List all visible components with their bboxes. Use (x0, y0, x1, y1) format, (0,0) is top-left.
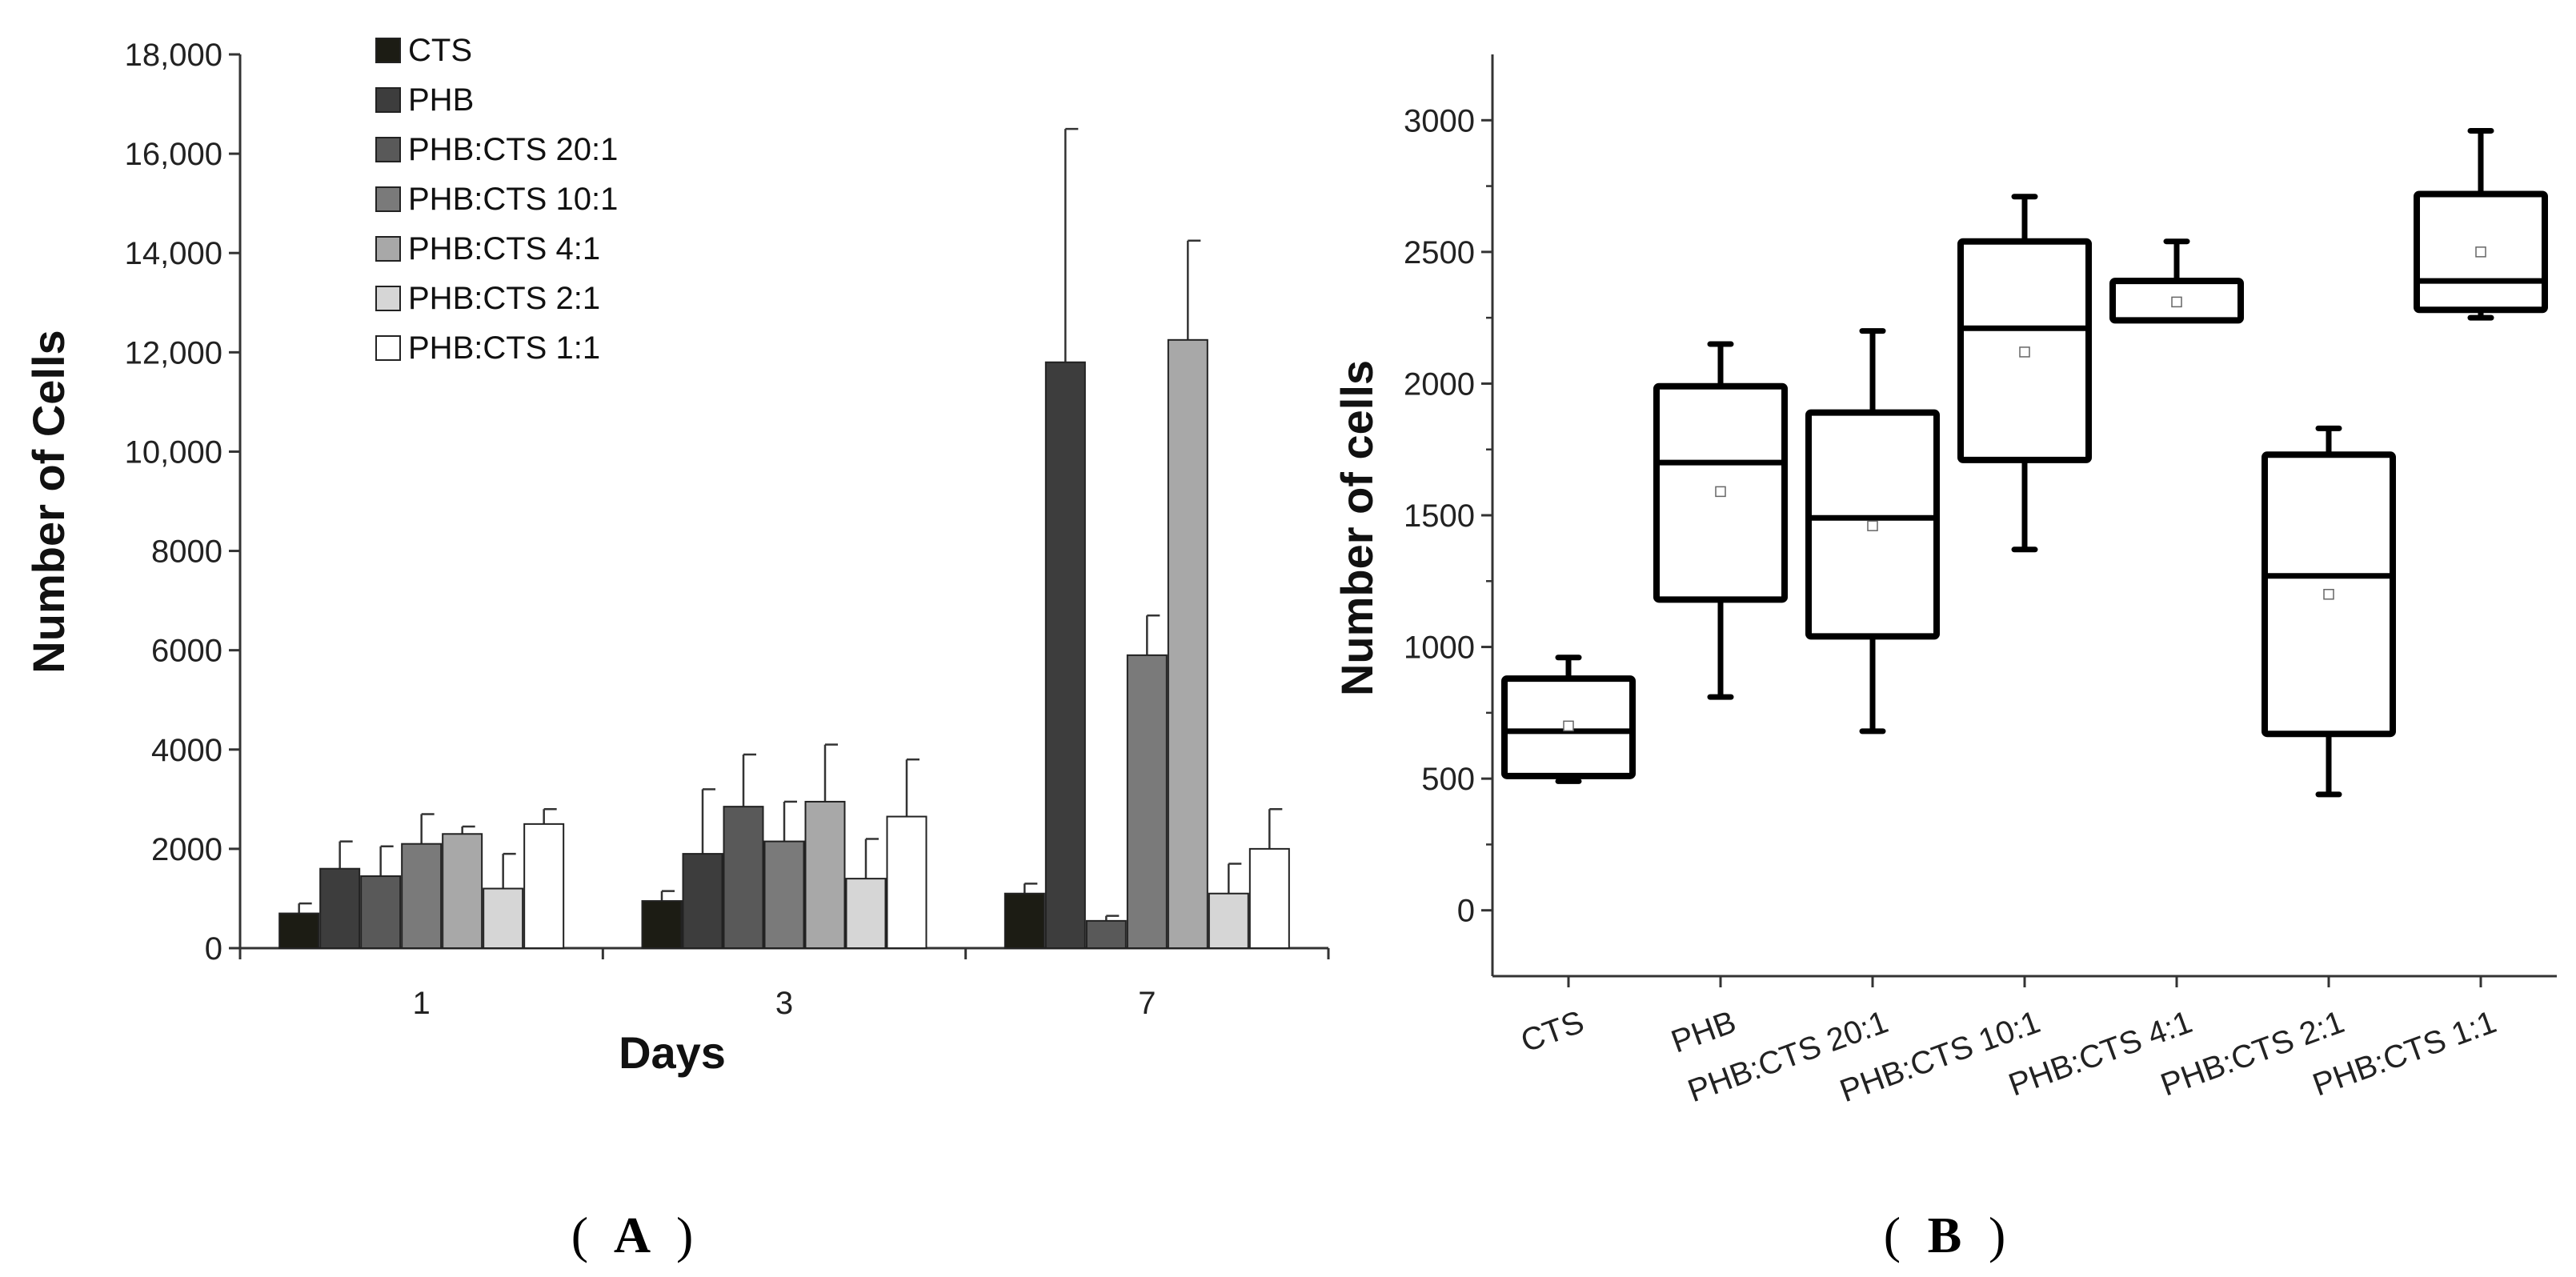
svg-text:(: ( (1884, 1207, 1901, 1263)
legend-label: CTS (408, 33, 472, 68)
mean-marker (2323, 588, 2334, 600)
y-tick-label-a: 6000 (151, 634, 222, 669)
mean-marker (2475, 246, 2486, 258)
legend-label: PHB:CTS 4:1 (408, 231, 600, 266)
bar (1248, 847, 1290, 950)
legend-swatch (375, 137, 401, 162)
legend-swatch (375, 335, 401, 361)
y-ticks-a: 0 2000 4000 6000 8000 10,000 12,000 14,000 16,00… (125, 38, 240, 967)
bar (278, 912, 320, 950)
legend-swatch (375, 38, 401, 63)
y-tick-label-b: 1500 (1404, 498, 1475, 534)
bar (1208, 892, 1249, 949)
bar (319, 867, 361, 949)
legend-label: PHB (408, 82, 474, 118)
bar (360, 875, 402, 949)
bar (845, 878, 887, 949)
mean-marker (1715, 486, 1726, 498)
mean-marker (1867, 520, 1878, 531)
bar (804, 800, 846, 949)
y-tick-label-b: 0 (1457, 894, 1475, 929)
y-tick-label-a: 12,000 (125, 335, 222, 370)
bar (401, 843, 443, 950)
y-tick-label-a: 18,000 (125, 38, 222, 73)
x-ticks-a: 1 3 7 (238, 948, 1330, 1021)
x-tick-label-a: 1 (413, 986, 431, 1021)
mean-marker (1563, 720, 1574, 732)
y-axis-title-b: Number of cells (1332, 360, 1382, 696)
legend-label: PHB:CTS 20:1 (408, 132, 618, 167)
legend-a: CTS PHB PHB:CTS 20:1 PHB:CTS 10:1 PHB:CTS 4:… (375, 33, 618, 366)
y-tick-label-a: 8000 (151, 534, 222, 570)
y-tick-label-b: 500 (1421, 762, 1475, 797)
bar (763, 840, 805, 950)
svg-text:A: A (614, 1207, 651, 1263)
bars-a (278, 127, 1290, 950)
bar (723, 806, 764, 949)
y-ticks-b: 0 500 1000 1500 2000 2500 3000 (1404, 103, 1492, 929)
x-tick-label-b: PHB (1667, 1004, 1741, 1059)
legend-label: PHB:CTS 2:1 (408, 281, 600, 316)
bar-chart-panel-a: 0 2000 4000 6000 8000 10,000 12,000 14,000 16,00… (23, 33, 1330, 1263)
y-tick-label-a: 2000 (151, 832, 222, 867)
bar (682, 853, 723, 950)
svg-text:(: ( (571, 1207, 588, 1263)
legend-swatch (375, 186, 401, 212)
bar (1004, 892, 1045, 949)
legend-label: PHB:CTS 1:1 (408, 330, 600, 366)
y-tick-label-b: 3000 (1404, 103, 1475, 138)
bar (1085, 919, 1127, 949)
y-tick-label-b: 2000 (1404, 366, 1475, 402)
mean-marker (2171, 296, 2182, 308)
y-tick-label-a: 14,000 (125, 236, 222, 271)
x-tick-label-b: CTS (1516, 1004, 1588, 1059)
legend-swatch (375, 87, 401, 113)
svg-text:): ) (676, 1207, 693, 1263)
y-axis-title-a: Number of Cells (23, 330, 74, 673)
y-tick-label-a: 10,000 (125, 434, 222, 470)
legend-swatch (375, 236, 401, 262)
bar (523, 823, 565, 949)
mean-marker (2019, 346, 2030, 358)
bar (1126, 654, 1168, 949)
bar (442, 833, 483, 949)
svg-text:B: B (1928, 1207, 1962, 1263)
svg-text:): ) (1989, 1207, 2005, 1263)
x-tick-label-a: 3 (775, 986, 793, 1021)
x-axis-title-a: Days (619, 1027, 726, 1078)
bar (886, 815, 927, 950)
y-tick-label-a: 0 (205, 931, 222, 967)
legend-label: PHB:CTS 10:1 (408, 182, 618, 217)
y-tick-label-a: 4000 (151, 733, 222, 768)
x-tick-label-a: 7 (1138, 986, 1156, 1021)
y-tick-label-b: 2500 (1404, 235, 1475, 270)
y-tick-label-a: 16,000 (125, 137, 222, 172)
y-tick-label-b: 1000 (1404, 630, 1475, 666)
boxes-b (1501, 127, 2548, 798)
panel-label-a: ( A ) (571, 1207, 694, 1263)
legend-swatch (375, 286, 401, 311)
bar (1044, 361, 1086, 949)
bar (483, 887, 524, 949)
bar (641, 900, 683, 950)
panel-label-b: ( B ) (1884, 1207, 2006, 1263)
bar (1167, 338, 1208, 949)
